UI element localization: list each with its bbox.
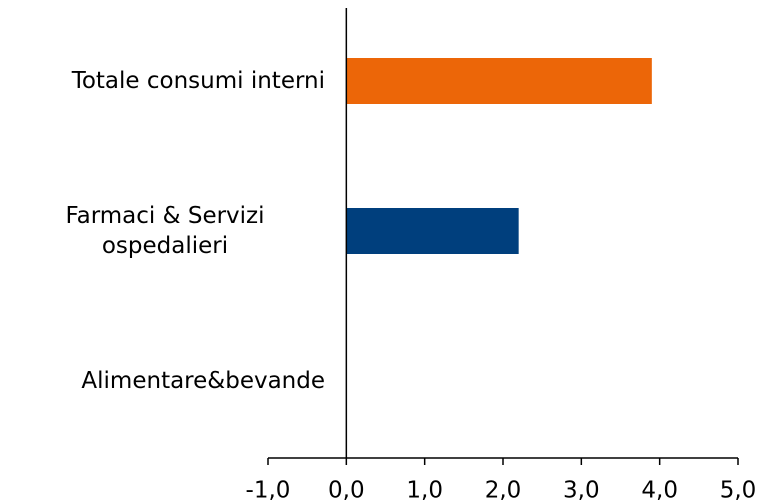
x-tick-label: 5,0 (720, 478, 757, 502)
x-tick-label: 0,0 (328, 478, 365, 502)
category-label: Farmaci & Servizi ospedalieri (65, 203, 265, 259)
x-tick-label: -1,0 (246, 478, 291, 502)
bar (346, 58, 652, 104)
bar (346, 208, 519, 254)
category-label: Totale consumi interni (71, 68, 325, 94)
x-tick-label: 4,0 (641, 478, 678, 502)
x-tick-label: 1,0 (406, 478, 443, 502)
x-tick-label: 3,0 (563, 478, 600, 502)
x-tick-label: 2,0 (485, 478, 522, 502)
category-label: Alimentare&bevande (81, 368, 325, 394)
